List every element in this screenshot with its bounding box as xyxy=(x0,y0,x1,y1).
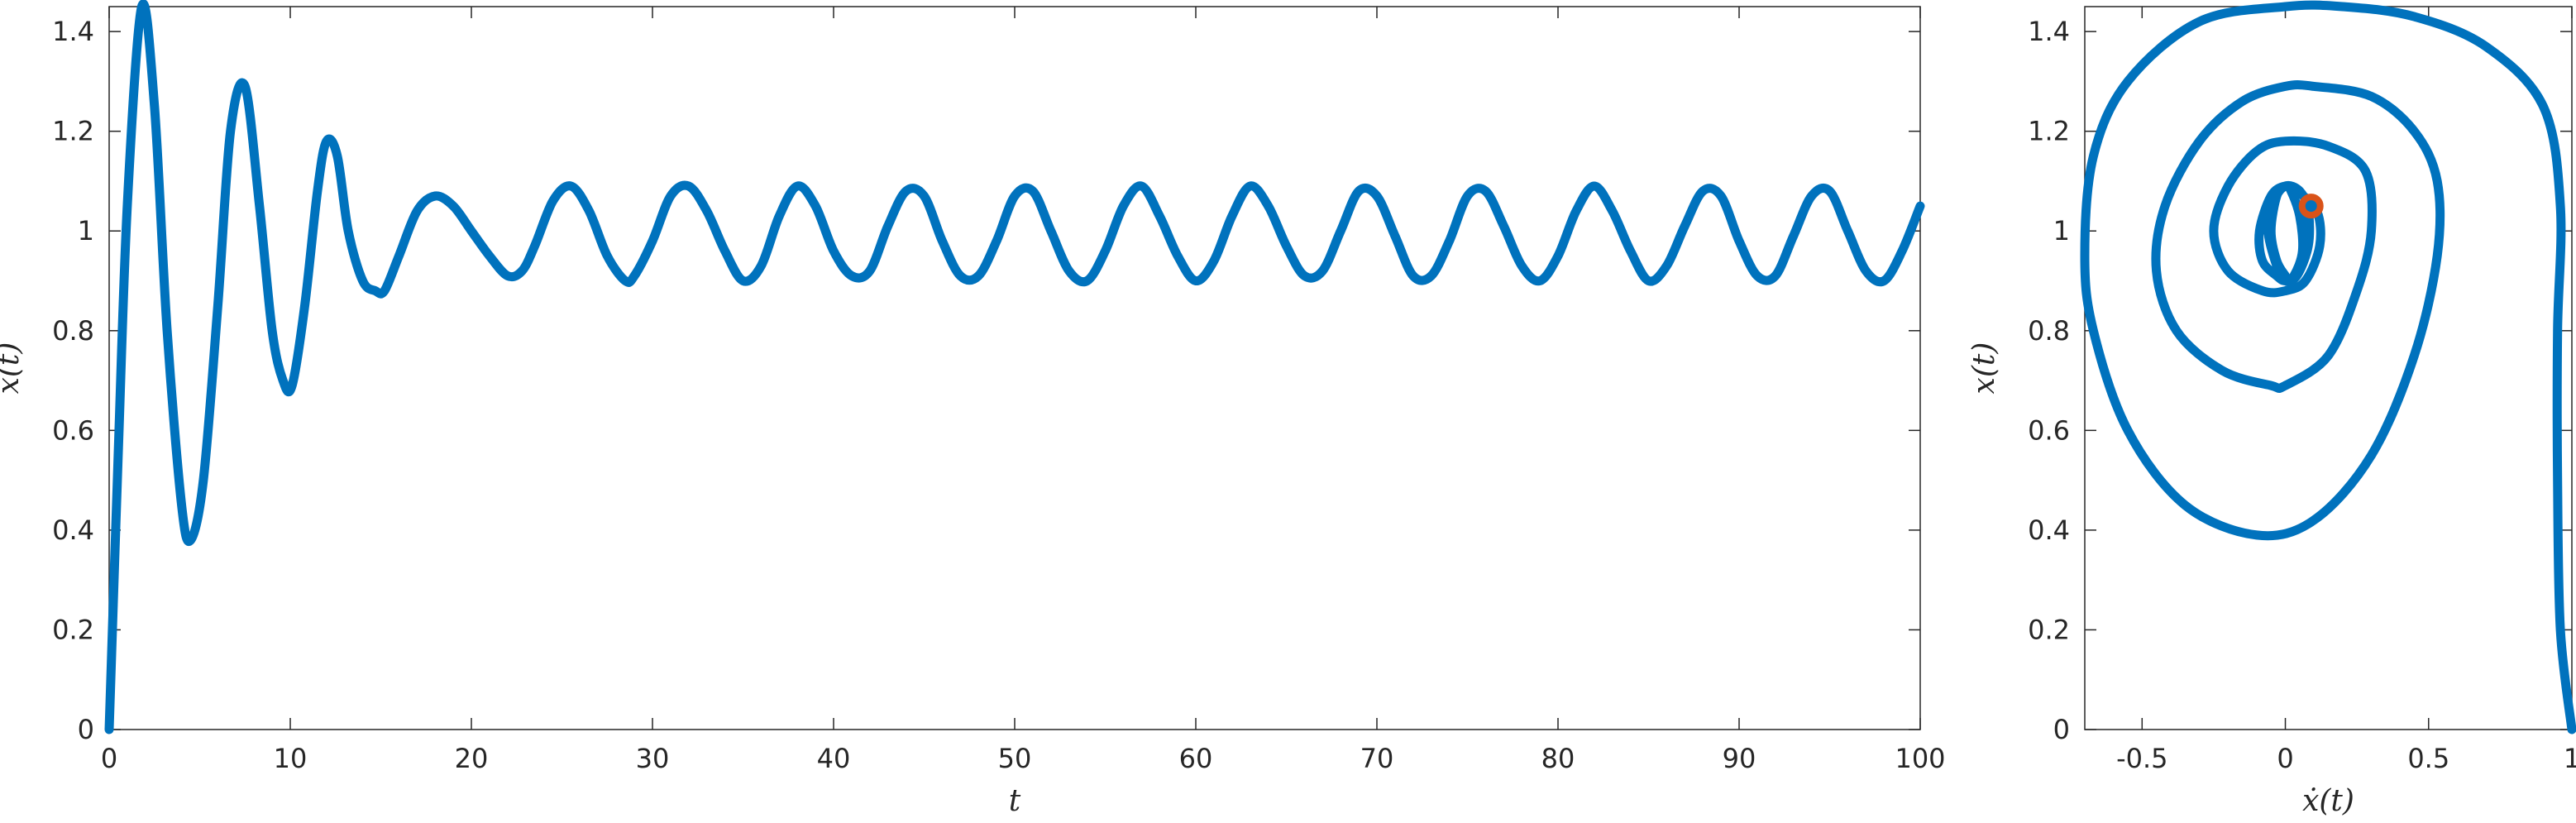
y-tick-label: 0.6 xyxy=(52,414,94,446)
x-tick-label: 30 xyxy=(636,743,670,774)
x-tick-label: 20 xyxy=(455,743,489,774)
x-axis-label: t xyxy=(1009,784,1021,818)
plot-area-1 xyxy=(2084,6,2573,730)
y-tick-label: 0.2 xyxy=(2028,614,2070,645)
y-tick-label: 0.8 xyxy=(2028,315,2070,347)
y-tick-label: 0.2 xyxy=(52,614,94,645)
y-tick-label: 0.4 xyxy=(52,514,94,546)
x-tick-label: 1 xyxy=(2564,743,2576,774)
time-series-plot: 0 10 20 30 40 50 60 70 80 90 100 0 0.2 0.4 0.6 0.8 1 1.2 1… xyxy=(0,0,1946,818)
x-tick-label: 60 xyxy=(1179,743,1213,774)
y-axis-label: x(t) xyxy=(0,342,26,395)
x-tick-label: 40 xyxy=(817,743,851,774)
x-tick-label: 70 xyxy=(1360,743,1394,774)
y-tick-label: 1.4 xyxy=(52,16,94,47)
x-tick-label: -0.5 xyxy=(2116,743,2167,774)
y-tick-label: 1 xyxy=(78,215,94,246)
y-tick-label: 1.2 xyxy=(52,116,94,147)
x-tick-label: 80 xyxy=(1541,743,1575,774)
y-tick-label: 0 xyxy=(2053,714,2070,745)
series-line-0 xyxy=(104,0,1925,734)
x-tick-label: 90 xyxy=(1723,743,1756,774)
x-axis-label: ẋ(t) xyxy=(2302,784,2354,818)
x-tick-label: 0.5 xyxy=(2407,743,2449,774)
y-tick-label: 1 xyxy=(2053,215,2070,246)
y-tick-label: 0 xyxy=(78,714,94,745)
y-tick-label: 1.4 xyxy=(2028,16,2070,47)
y-tick-label: 0.8 xyxy=(52,315,94,347)
marker-point xyxy=(2298,194,2324,219)
x-tick-label: 100 xyxy=(1895,743,1945,774)
series-line-0 xyxy=(2080,0,2576,734)
x-tick-label: 10 xyxy=(274,743,308,774)
plot-area-0 xyxy=(108,6,1921,730)
x-tick-label: 0 xyxy=(2277,743,2293,774)
y-tick-label: 1.2 xyxy=(2028,116,2070,147)
x-tick-label: 50 xyxy=(998,743,1032,774)
y-axis-label: x(t) xyxy=(1967,342,2001,395)
x-tick-label: 0 xyxy=(101,743,117,774)
y-tick-label: 0.6 xyxy=(2028,414,2070,446)
y-tick-label: 0.4 xyxy=(2028,514,2070,546)
phase-portrait-plot: -0.5 0 0.5 1 0 0.2 0.4 0.6 0.8 1 1.2 1.4 ẋ(t) x(t) xyxy=(1967,0,2576,818)
